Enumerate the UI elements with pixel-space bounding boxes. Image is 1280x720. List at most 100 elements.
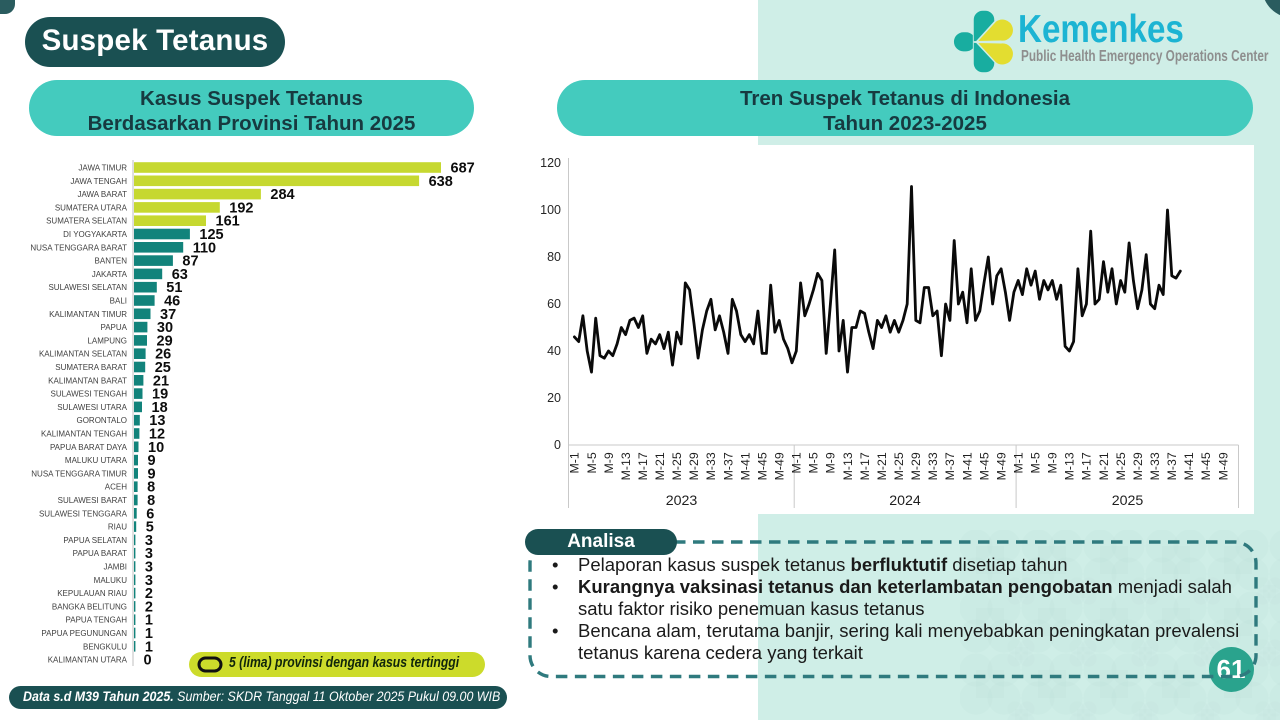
svg-text:KALIMANTAN TENGAH: KALIMANTAN TENGAH [41,430,127,439]
svg-text:60: 60 [547,297,561,311]
svg-text:63: 63 [172,267,188,283]
svg-text:M-17: M-17 [858,452,872,480]
svg-text:3: 3 [145,560,153,576]
svg-text:120: 120 [540,156,561,170]
svg-text:M-25: M-25 [892,452,906,480]
svg-text:26: 26 [155,347,171,363]
svg-text:SUMATERA BARAT: SUMATERA BARAT [55,363,127,372]
svg-text:M-49: M-49 [1216,452,1230,480]
svg-text:PAPUA: PAPUA [100,323,127,332]
svg-text:3: 3 [145,573,153,589]
svg-text:2025: 2025 [1112,493,1144,509]
svg-text:M-29: M-29 [1131,452,1145,480]
svg-text:M-13: M-13 [619,452,633,480]
svg-text:ACEH: ACEH [105,483,127,492]
svg-text:M-41: M-41 [738,452,752,480]
svg-text:NUSA TENGGARA TIMUR: NUSA TENGGARA TIMUR [31,469,127,478]
svg-text:M-45: M-45 [755,452,769,480]
svg-text:SULAWESI TENGAH: SULAWESI TENGAH [51,390,128,399]
svg-text:M-21: M-21 [1097,452,1111,480]
svg-text:2024: 2024 [889,493,921,509]
svg-text:SULAWESI SELATAN: SULAWESI SELATAN [48,283,127,292]
svg-text:M-5: M-5 [807,452,821,473]
svg-text:9: 9 [148,466,156,482]
svg-text:110: 110 [193,240,216,256]
svg-text:DI YOGYAKARTA: DI YOGYAKARTA [63,230,128,239]
svg-text:M-17: M-17 [1080,452,1094,480]
svg-text:0: 0 [144,653,152,669]
svg-text:GORONTALO: GORONTALO [76,416,127,425]
svg-text:BANGKA BELITUNG: BANGKA BELITUNG [52,602,127,611]
svg-text:18: 18 [152,400,168,416]
svg-text:M-1: M-1 [568,452,582,473]
svg-text:M-37: M-37 [943,452,957,480]
svg-text:M-25: M-25 [1114,452,1128,480]
svg-text:6: 6 [146,506,154,522]
svg-text:M-33: M-33 [1148,452,1162,480]
svg-text:M-41: M-41 [960,452,974,480]
svg-text:M-45: M-45 [977,452,991,480]
svg-text:JAWA BARAT: JAWA BARAT [78,190,128,199]
svg-text:1: 1 [145,626,153,642]
svg-text:10: 10 [148,440,164,456]
svg-text:SULAWESI UTARA: SULAWESI UTARA [57,403,127,412]
svg-text:M-13: M-13 [841,452,855,480]
svg-text:JAMBI: JAMBI [103,563,127,572]
svg-text:9: 9 [148,453,156,469]
svg-text:M-37: M-37 [1165,452,1179,480]
svg-text:BANTEN: BANTEN [95,257,128,266]
svg-text:SUMATERA SELATAN: SUMATERA SELATAN [46,217,127,226]
svg-text:M-25: M-25 [670,452,684,480]
svg-text:0: 0 [554,438,561,452]
svg-text:M-29: M-29 [687,452,701,480]
svg-text:87: 87 [182,254,198,270]
svg-text:M-49: M-49 [994,452,1008,480]
svg-text:PAPUA PEGUNUNGAN: PAPUA PEGUNUNGAN [41,629,127,638]
svg-text:BALI: BALI [110,297,127,306]
svg-text:13: 13 [149,413,165,429]
svg-text:25: 25 [155,360,171,376]
svg-text:M-33: M-33 [704,452,718,480]
svg-text:125: 125 [199,227,223,243]
svg-text:M-21: M-21 [875,452,889,480]
svg-text:M-21: M-21 [653,452,667,480]
svg-text:8: 8 [147,493,155,509]
svg-text:M-9: M-9 [602,452,616,473]
svg-text:5: 5 [146,520,154,536]
svg-text:KALIMANTAN SELATAN: KALIMANTAN SELATAN [39,350,127,359]
svg-text:3: 3 [145,533,153,549]
svg-text:M-1: M-1 [790,452,804,473]
svg-text:M-9: M-9 [1046,452,1060,473]
svg-text:1: 1 [145,613,153,629]
svg-text:JAWA TIMUR: JAWA TIMUR [78,164,127,173]
svg-text:RIAU: RIAU [108,523,127,532]
svg-text:M-37: M-37 [721,452,735,480]
svg-text:KEPULAUAN RIAU: KEPULAUAN RIAU [57,589,127,598]
svg-text:MALUKU: MALUKU [94,576,128,585]
svg-text:19: 19 [152,387,168,403]
svg-text:SULAWESI TENGGARA: SULAWESI TENGGARA [39,509,128,518]
svg-text:51: 51 [166,280,182,296]
svg-text:46: 46 [164,294,180,310]
svg-text:161: 161 [216,214,240,230]
svg-text:JAWA TENGAH: JAWA TENGAH [70,177,127,186]
svg-text:PAPUA BARAT: PAPUA BARAT [73,549,128,558]
svg-text:M-17: M-17 [636,452,650,480]
svg-text:80: 80 [547,250,561,264]
svg-text:8: 8 [147,480,155,496]
svg-text:2023: 2023 [666,493,698,509]
svg-text:284: 284 [270,187,294,203]
svg-text:12: 12 [149,427,165,443]
svg-text:M-49: M-49 [773,452,787,480]
svg-text:KALIMANTAN TIMUR: KALIMANTAN TIMUR [49,310,127,319]
svg-text:PAPUA SELATAN: PAPUA SELATAN [63,536,127,545]
svg-text:3: 3 [145,546,153,562]
svg-text:687: 687 [451,161,475,177]
svg-text:192: 192 [229,200,253,216]
svg-text:PAPUA TENGAH: PAPUA TENGAH [66,616,128,625]
svg-text:20: 20 [547,391,561,405]
svg-text:M-9: M-9 [824,452,838,473]
svg-text:29: 29 [157,333,173,349]
svg-text:MALUKU UTARA: MALUKU UTARA [65,456,128,465]
svg-text:M-13: M-13 [1063,452,1077,480]
